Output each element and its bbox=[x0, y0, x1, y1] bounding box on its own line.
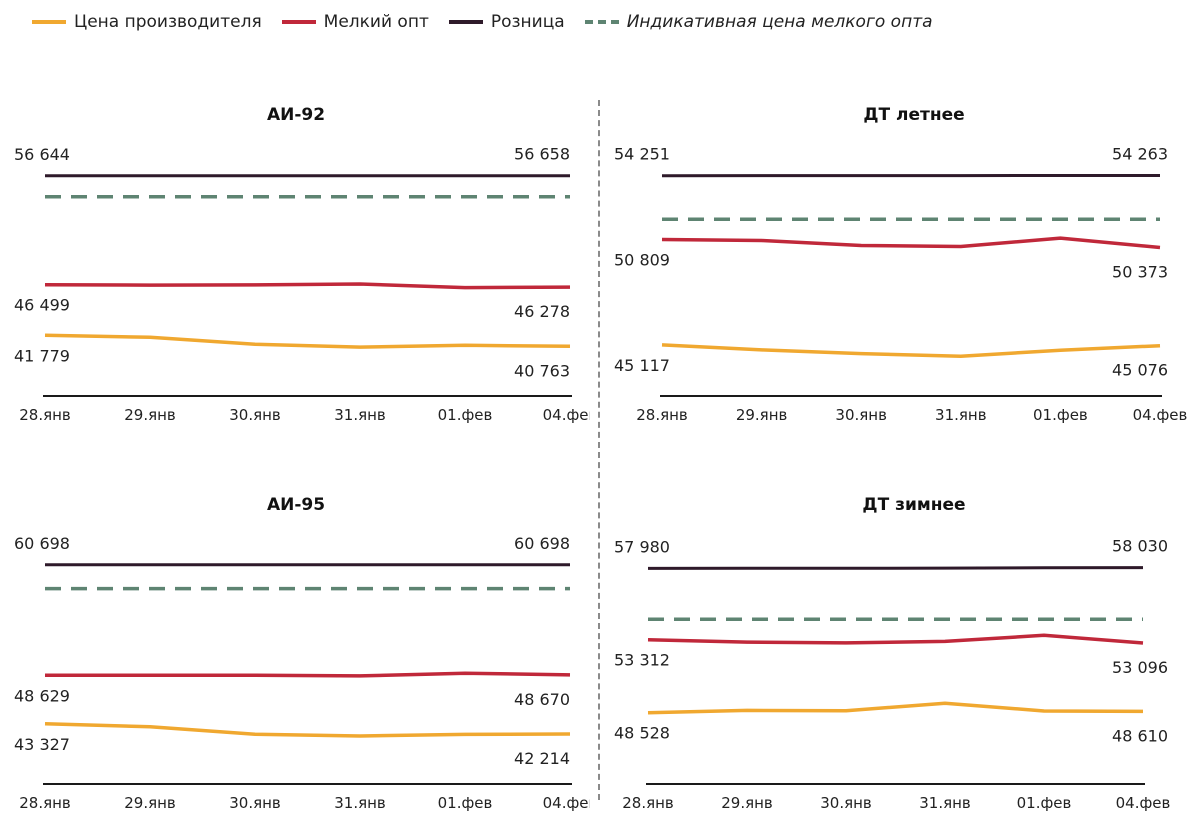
data-label-small-wholesale-first-ai95: 48 629 bbox=[14, 686, 70, 705]
data-label-retail-last-ai95: 60 698 bbox=[514, 534, 570, 553]
data-label-producer-first-dt-summer: 45 117 bbox=[614, 356, 670, 375]
series-line-small-wholesale-ai95 bbox=[45, 673, 570, 676]
x-tick-label-dt-winter-2: 30.янв bbox=[820, 794, 872, 812]
chart-title-ai95: АИ-95 bbox=[267, 495, 325, 515]
data-label-producer-first-ai95: 43 327 bbox=[14, 735, 70, 754]
data-label-retail-last-dt-summer: 54 263 bbox=[1112, 145, 1168, 164]
x-tick-label-dt-winter-3: 31.янв bbox=[919, 794, 971, 812]
series-line-producer-dt-summer bbox=[662, 345, 1160, 356]
data-label-small-wholesale-last-ai95: 48 670 bbox=[514, 690, 570, 709]
chart-panel-dt-winter: ДТ зимнее 57 980 58 030 53 312 53 096 48 528 4… bbox=[600, 486, 1188, 814]
data-label-small-wholesale-last-ai92: 46 278 bbox=[514, 302, 570, 321]
data-label-small-wholesale-last-dt-summer: 50 373 bbox=[1112, 263, 1168, 282]
x-tick-label-dt-summer-0: 28.янв bbox=[636, 406, 688, 424]
data-label-retail-last-dt-winter: 58 030 bbox=[1112, 537, 1168, 556]
x-tick-label-ai92-5: 04.фев bbox=[543, 406, 590, 424]
data-label-small-wholesale-first-ai92: 46 499 bbox=[14, 296, 70, 315]
x-tick-label-ai92-0: 28.янв bbox=[19, 406, 71, 424]
series-line-small-wholesale-dt-summer bbox=[662, 238, 1160, 247]
data-label-small-wholesale-first-dt-summer: 50 809 bbox=[614, 251, 670, 270]
x-tick-label-dt-winter-4: 01.фев bbox=[1017, 794, 1072, 812]
x-tick-label-ai95-4: 01.фев bbox=[438, 794, 493, 812]
data-label-retail-first-dt-winter: 57 980 bbox=[614, 537, 670, 556]
series-line-small-wholesale-ai92 bbox=[45, 284, 570, 288]
x-tick-label-dt-winter-0: 28.янв bbox=[622, 794, 674, 812]
x-tick-label-dt-winter-1: 29.янв bbox=[721, 794, 773, 812]
data-label-retail-first-dt-summer: 54 251 bbox=[614, 145, 670, 164]
data-label-producer-first-ai92: 41 779 bbox=[14, 346, 70, 365]
chart-title-dt-winter: ДТ зимнее bbox=[862, 495, 965, 515]
series-line-retail-dt-winter bbox=[648, 568, 1143, 569]
x-tick-label-ai92-4: 01.фев bbox=[438, 406, 493, 424]
x-tick-label-dt-summer-2: 30.янв bbox=[835, 406, 887, 424]
data-label-retail-first-ai92: 56 644 bbox=[14, 145, 70, 164]
x-tick-label-ai95-3: 31.янв bbox=[334, 794, 386, 812]
x-tick-label-ai95-5: 04.фев bbox=[543, 794, 590, 812]
series-line-small-wholesale-dt-winter bbox=[648, 635, 1143, 643]
chart-panel-ai92: АИ-92 56 644 56 658 46 499 46 278 41 779 40 76… bbox=[0, 96, 590, 436]
x-tick-label-ai92-3: 31.янв bbox=[334, 406, 386, 424]
data-label-producer-last-dt-summer: 45 076 bbox=[1112, 361, 1168, 380]
series-line-producer-ai92 bbox=[45, 335, 570, 347]
data-label-small-wholesale-first-dt-winter: 53 312 bbox=[614, 651, 670, 670]
data-label-producer-last-dt-winter: 48 610 bbox=[1112, 726, 1168, 745]
chart-svg-dt-summer: ДТ летнее 54 251 54 263 50 809 50 373 45 117 4… bbox=[600, 96, 1188, 436]
x-tick-label-ai92-1: 29.янв bbox=[124, 406, 176, 424]
chart-title-dt-summer: ДТ летнее bbox=[863, 105, 964, 125]
data-label-small-wholesale-last-dt-winter: 53 096 bbox=[1112, 658, 1168, 677]
chart-svg-dt-winter: ДТ зимнее 57 980 58 030 53 312 53 096 48 528 4… bbox=[600, 486, 1188, 814]
chart-title-ai92: АИ-92 bbox=[267, 105, 325, 125]
series-line-producer-ai95 bbox=[45, 724, 570, 736]
data-label-producer-first-dt-winter: 48 528 bbox=[614, 724, 670, 743]
x-tick-label-dt-summer-1: 29.янв bbox=[736, 406, 788, 424]
chart-svg-ai95: АИ-95 60 698 60 698 48 629 48 670 43 327 42 21… bbox=[0, 486, 590, 814]
chart-panel-ai95: АИ-95 60 698 60 698 48 629 48 670 43 327 42 21… bbox=[0, 486, 590, 814]
series-line-producer-dt-winter bbox=[648, 703, 1143, 713]
data-label-retail-last-ai92: 56 658 bbox=[514, 145, 570, 164]
x-tick-label-dt-winter-5: 04.фев bbox=[1116, 794, 1171, 812]
data-label-producer-last-ai95: 42 214 bbox=[514, 749, 570, 768]
data-label-retail-first-ai95: 60 698 bbox=[14, 534, 70, 553]
chart-panel-dt-summer: ДТ летнее 54 251 54 263 50 809 50 373 45 117 4… bbox=[600, 96, 1188, 436]
x-tick-label-ai95-2: 30.янв bbox=[229, 794, 281, 812]
x-tick-label-ai95-1: 29.янв bbox=[124, 794, 176, 812]
x-tick-label-dt-summer-5: 04.фев bbox=[1133, 406, 1188, 424]
x-tick-label-ai95-0: 28.янв bbox=[19, 794, 71, 812]
x-tick-label-dt-summer-4: 01.фев bbox=[1033, 406, 1088, 424]
x-tick-label-ai92-2: 30.янв bbox=[229, 406, 281, 424]
data-label-producer-last-ai92: 40 763 bbox=[514, 361, 570, 380]
x-tick-label-dt-summer-3: 31.янв bbox=[935, 406, 987, 424]
chart-svg-ai92: АИ-92 56 644 56 658 46 499 46 278 41 779 40 76… bbox=[0, 96, 590, 436]
